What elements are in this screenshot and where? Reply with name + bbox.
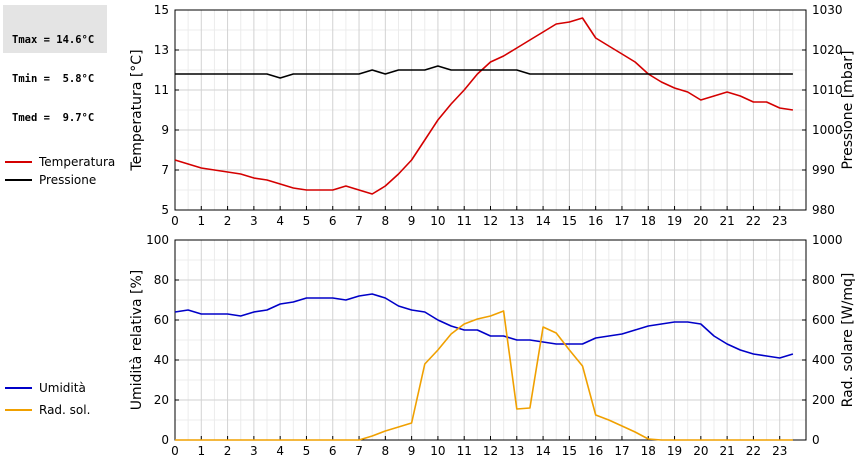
y-tick-label: 15	[154, 3, 169, 17]
x-tick-label: 17	[614, 444, 629, 458]
x-tick-label: 5	[303, 214, 311, 228]
y2-axis-title: Pressione [mbar]	[840, 50, 856, 169]
x-tick-label: 8	[382, 214, 390, 228]
y2-tick-label: 1000	[812, 233, 843, 247]
x-tick-label: 12	[483, 444, 498, 458]
stat-tmin: Tmin = 5.8°C	[12, 73, 95, 85]
x-tick-label: 10	[430, 444, 445, 458]
x-tick-label: 16	[588, 444, 603, 458]
x-tick-label: 7	[355, 214, 363, 228]
x-tick-label: 6	[329, 214, 337, 228]
y-tick-label: 0	[161, 433, 169, 447]
y2-tick-label: 400	[812, 353, 835, 367]
series-line-umidit	[174, 293, 794, 359]
x-tick-label: 2	[224, 444, 232, 458]
x-tick-label: 10	[430, 214, 445, 228]
y-tick-label: 80	[154, 273, 169, 287]
y2-tick-label: 200	[812, 393, 835, 407]
x-tick-label: 13	[509, 444, 524, 458]
series-line-pressione	[175, 65, 793, 79]
y2-axis-title: Rad. solare [W/mq]	[840, 273, 856, 408]
x-tick-label: 6	[329, 444, 337, 458]
y2-tick-label: 1030	[812, 3, 843, 17]
y-tick-label: 13	[154, 43, 169, 57]
y2-tick-label: 1000	[812, 123, 843, 137]
legend-label-rad-sol: Rad. sol.	[39, 403, 90, 417]
x-tick-label: 0	[171, 444, 179, 458]
y2-tick-label: 0	[812, 433, 820, 447]
x-tick-label: 18	[641, 444, 656, 458]
x-tick-label: 22	[746, 214, 761, 228]
x-tick-label: 23	[772, 214, 787, 228]
x-tick-label: 4	[276, 214, 284, 228]
stats-box: Tmax = 14.6°C Tmin = 5.8°C Tmed = 9.7°C	[3, 5, 107, 124]
x-tick-label: 21	[719, 214, 734, 228]
y-tick-label: 5	[161, 203, 169, 217]
x-tick-label: 16	[588, 214, 603, 228]
x-tick-label: 11	[457, 444, 472, 458]
x-tick-label: 7	[355, 444, 363, 458]
series-line-temperatura	[174, 17, 794, 195]
legend-label-pressione: Pressione	[39, 173, 96, 187]
x-tick-label: 20	[693, 444, 708, 458]
stat-tmed: Tmed = 9.7°C	[12, 112, 95, 124]
chart-panel-1	[174, 9, 807, 211]
y-tick-label: 20	[154, 393, 169, 407]
x-tick-label: 21	[719, 444, 734, 458]
legend-label-temperatura: Temperatura	[38, 155, 115, 169]
x-tick-label: 9	[408, 214, 416, 228]
x-tick-label: 2	[224, 214, 232, 228]
x-tick-label: 12	[483, 214, 498, 228]
x-tick-label: 20	[693, 214, 708, 228]
x-tick-label: 0	[171, 214, 179, 228]
x-tick-label: 8	[382, 444, 390, 458]
y-tick-label: 11	[154, 83, 169, 97]
x-tick-label: 1	[197, 444, 205, 458]
x-tick-label: 17	[614, 214, 629, 228]
x-tick-label: 14	[535, 444, 550, 458]
y2-tick-label: 990	[812, 163, 835, 177]
y2-tick-label: 980	[812, 203, 835, 217]
y-axis-title: Temperatura [°C]	[129, 49, 145, 171]
x-tick-label: 15	[562, 214, 577, 228]
x-tick-label: 9	[408, 444, 416, 458]
x-tick-label: 22	[746, 444, 761, 458]
y-tick-label: 9	[161, 123, 169, 137]
x-tick-label: 14	[535, 214, 550, 228]
x-tick-label: 3	[250, 214, 258, 228]
y-axis-title: Umidità relativa [%]	[129, 270, 145, 411]
y2-tick-label: 600	[812, 313, 835, 327]
x-tick-label: 11	[457, 214, 472, 228]
series-line-rad-sol	[175, 310, 793, 441]
y2-tick-label: 800	[812, 273, 835, 287]
x-tick-label: 4	[276, 444, 284, 458]
x-tick-label: 13	[509, 214, 524, 228]
x-tick-label: 23	[772, 444, 787, 458]
y-tick-label: 60	[154, 313, 169, 327]
x-tick-label: 19	[667, 214, 682, 228]
x-tick-label: 1	[197, 214, 205, 228]
y-tick-label: 100	[146, 233, 169, 247]
chart-panel-2	[174, 239, 807, 441]
x-tick-label: 15	[562, 444, 577, 458]
x-tick-label: 3	[250, 444, 258, 458]
legend-label-umidit: Umidità	[39, 381, 86, 395]
stat-tmax: Tmax = 14.6°C	[12, 34, 95, 46]
x-tick-label: 19	[667, 444, 682, 458]
x-tick-label: 18	[641, 214, 656, 228]
y-tick-label: 7	[161, 163, 169, 177]
y-tick-label: 40	[154, 353, 169, 367]
y2-tick-label: 1020	[812, 43, 843, 57]
x-tick-label: 5	[303, 444, 311, 458]
y2-tick-label: 1010	[812, 83, 843, 97]
